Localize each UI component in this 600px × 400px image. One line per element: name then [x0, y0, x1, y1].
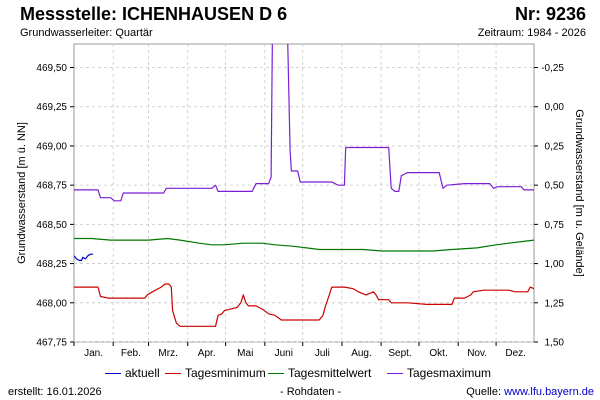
- legend-item: Tagesmaximum: [387, 366, 491, 380]
- y-tick-label-right: 0,00: [545, 102, 565, 113]
- x-axis: Jan. Feb. Mrz. Apr. Mai Juni Juli Aug. Sept. Okt.…: [73, 342, 526, 359]
- legend: aktuell Tagesminimum Tagesmittelwert Tagesm…: [0, 366, 600, 382]
- y-tick-label-right: 1,50: [545, 338, 565, 349]
- legend-label: Tagesminimum: [185, 366, 266, 380]
- y-axis-right: 1,50 1,25 1,00 0,75 0,50 0,25 0,00 -0,25: [534, 63, 565, 349]
- y-tick-label: 467,75: [36, 338, 67, 349]
- y-tick-label-right: -0,25: [541, 63, 564, 74]
- source-link[interactable]: www.lfu.bayern.de: [504, 386, 594, 398]
- y-tick-label: 468,00: [36, 298, 67, 309]
- series-line-tagesmaximum: [74, 44, 534, 202]
- x-tick-label: Aug.: [351, 348, 372, 359]
- aquifer-label: Grundwasserleiter: Quartär: [20, 27, 153, 39]
- y-tick-label: 468,25: [36, 259, 67, 270]
- x-tick-label: Okt.: [429, 348, 447, 359]
- source-credit: Quelle: www.lfu.bayern.de: [466, 386, 594, 398]
- x-tick-label: Juli: [315, 348, 330, 359]
- x-tick-label: Apr.: [198, 348, 216, 359]
- series-line-aktuell: [74, 253, 93, 261]
- created-date: erstellt: 16.01.2026: [8, 386, 102, 398]
- y-tick-label: 468,75: [36, 181, 67, 192]
- x-tick-label: Jan.: [84, 348, 103, 359]
- x-tick-label: Nov.: [467, 348, 487, 359]
- y-tick-label-right: 0,75: [545, 220, 565, 231]
- x-tick-label: Juni: [275, 348, 293, 359]
- period-label: Zeitraum: 1984 - 2026: [477, 27, 586, 39]
- x-tick-label: Mrz.: [158, 348, 177, 359]
- y-axis-left-label: Grundwasserstand [m ü. NN]: [16, 122, 28, 264]
- y-tick-label: 469,50: [36, 63, 67, 74]
- y-tick-label-right: 1,00: [545, 259, 565, 270]
- series-line-tagesminimum: [74, 283, 534, 327]
- series-line-tagesmittelwert: [74, 237, 534, 252]
- x-tick-label: Feb.: [121, 348, 141, 359]
- y-tick-label: 468,50: [36, 220, 67, 231]
- legend-item: Tagesmittelwert: [268, 366, 371, 380]
- legend-swatch: [387, 372, 403, 374]
- y-tick-label-right: 1,25: [545, 298, 565, 309]
- y-tick-label-right: 0,25: [545, 141, 565, 152]
- grid: [74, 44, 534, 343]
- y-tick-label-right: 0,50: [545, 181, 565, 192]
- x-tick-label: Sept.: [388, 348, 411, 359]
- y-axis-left: 467,75 468,00 468,25 468,50 468,75 469,00 469,…: [36, 63, 74, 349]
- legend-label: aktuell: [125, 366, 160, 380]
- legend-swatch: [268, 372, 284, 374]
- legend-swatch: [165, 372, 181, 374]
- y-tick-label: 469,25: [36, 102, 67, 113]
- legend-label: Tagesmittelwert: [288, 366, 372, 380]
- station-number: Nr: 9236: [514, 4, 586, 24]
- x-tick-label: Mai: [237, 348, 253, 359]
- y-axis-right-label: Grundwasserstand [m u. Gelände]: [573, 109, 585, 277]
- legend-item: Tagesminimum: [165, 366, 266, 380]
- legend-item: aktuell: [105, 366, 160, 380]
- x-tick-label: Dez.: [505, 348, 526, 359]
- y-tick-label: 469,00: [36, 141, 67, 152]
- raw-data-note: - Rohdaten -: [280, 386, 342, 398]
- source-label: Quelle:: [466, 386, 505, 398]
- legend-label: Tagesmaximum: [407, 366, 492, 380]
- station-title: Messstelle: ICHENHAUSEN D 6: [20, 4, 288, 24]
- series-group: [74, 44, 534, 327]
- legend-swatch: [105, 372, 121, 374]
